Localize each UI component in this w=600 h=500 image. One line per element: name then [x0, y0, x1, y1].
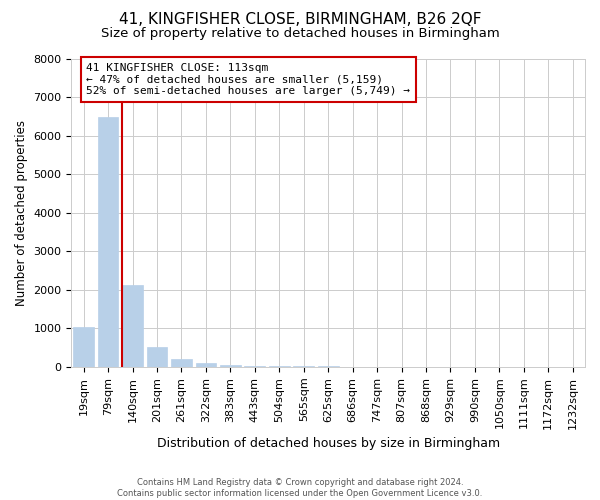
Bar	[73, 326, 94, 367]
Bar	[122, 286, 143, 367]
Bar	[171, 359, 192, 367]
X-axis label: Distribution of detached houses by size in Birmingham: Distribution of detached houses by size …	[157, 437, 500, 450]
Bar	[269, 366, 290, 367]
Text: Size of property relative to detached houses in Birmingham: Size of property relative to detached ho…	[101, 28, 499, 40]
Text: 41 KINGFISHER CLOSE: 113sqm
← 47% of detached houses are smaller (5,159)
52% of : 41 KINGFISHER CLOSE: 113sqm ← 47% of det…	[86, 63, 410, 96]
Bar	[98, 117, 118, 367]
Bar	[196, 364, 217, 367]
Bar	[293, 366, 314, 367]
Bar	[318, 366, 338, 367]
Y-axis label: Number of detached properties: Number of detached properties	[15, 120, 28, 306]
Bar	[146, 346, 167, 367]
Bar	[244, 366, 265, 367]
Bar	[220, 365, 241, 367]
Text: 41, KINGFISHER CLOSE, BIRMINGHAM, B26 2QF: 41, KINGFISHER CLOSE, BIRMINGHAM, B26 2Q…	[119, 12, 481, 28]
Text: Contains HM Land Registry data © Crown copyright and database right 2024.
Contai: Contains HM Land Registry data © Crown c…	[118, 478, 482, 498]
